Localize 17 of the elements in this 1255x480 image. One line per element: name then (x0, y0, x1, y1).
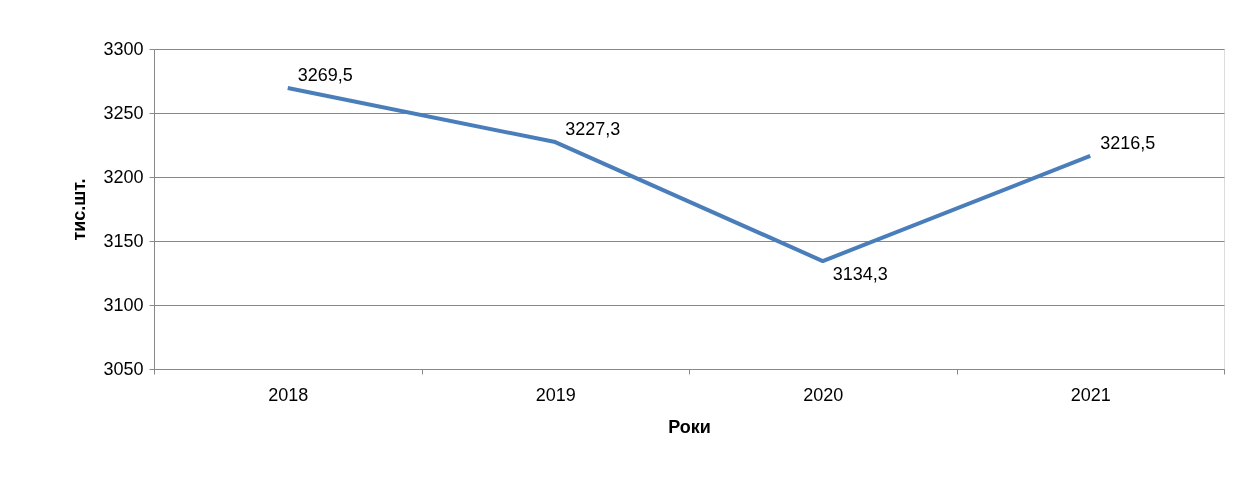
y-tick-label: 3300 (103, 38, 144, 59)
y-tick-label: 3100 (103, 294, 144, 315)
x-tick-label: 2020 (803, 384, 844, 405)
line-series (285, 86, 1093, 264)
y-tick-label: 3150 (103, 230, 144, 251)
x-tick-label: 2019 (535, 384, 576, 405)
data-label: 3269,5 (297, 65, 353, 86)
y-tick-label: 3050 (103, 358, 144, 379)
x-axis-title: Роки (668, 416, 711, 437)
y-axis-title: тис.шт. (69, 178, 90, 241)
y-tick-label: 3250 (103, 102, 144, 123)
data-label: 3216,5 (1100, 132, 1156, 153)
y-tick-label: 3200 (103, 166, 144, 187)
data-label: 3134,3 (832, 264, 888, 285)
x-tick-label: 2021 (1070, 384, 1111, 405)
data-label: 3227,3 (565, 119, 621, 140)
x-tick-label: 2018 (268, 384, 309, 405)
